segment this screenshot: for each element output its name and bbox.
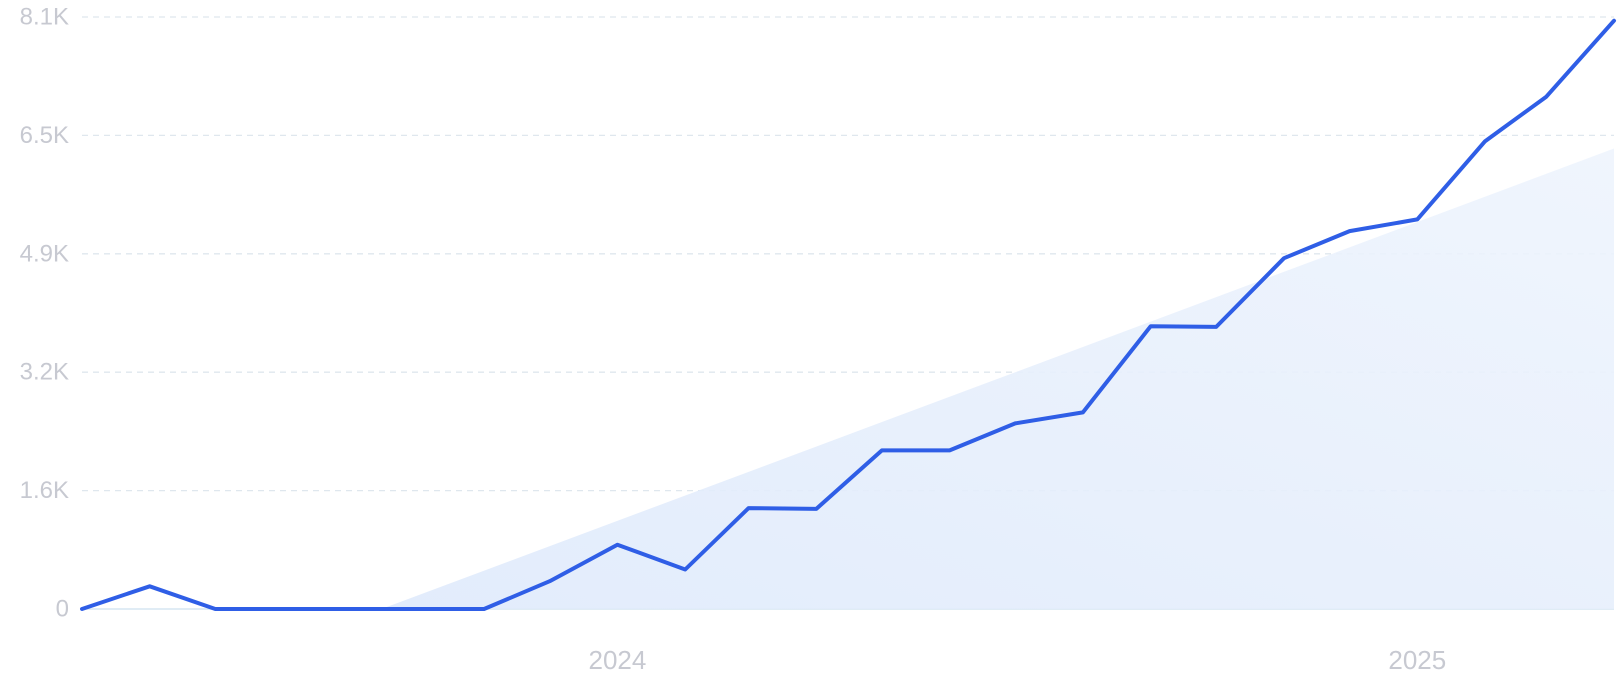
trend-area [381,148,1615,610]
y-tick-label: 0 [56,596,69,623]
y-tick-label: 3.2K [20,359,69,386]
x-tick-label: 2025 [1388,645,1446,675]
y-tick-label: 4.9K [20,240,69,267]
series-line-layer [80,18,1616,611]
trend-area-layer [381,148,1615,610]
series-line [80,18,1616,611]
y-tick-label: 8.1K [20,4,69,31]
y-tick-label: 1.6K [20,477,69,504]
x-tick-label: 2024 [589,645,647,675]
x-axis-ticks: 2024 2025 [589,645,1447,675]
y-axis-ticks: 0 1.6K 3.2K 4.9K 6.5K 8.1K [20,4,69,623]
y-tick-label: 6.5K [20,122,69,149]
